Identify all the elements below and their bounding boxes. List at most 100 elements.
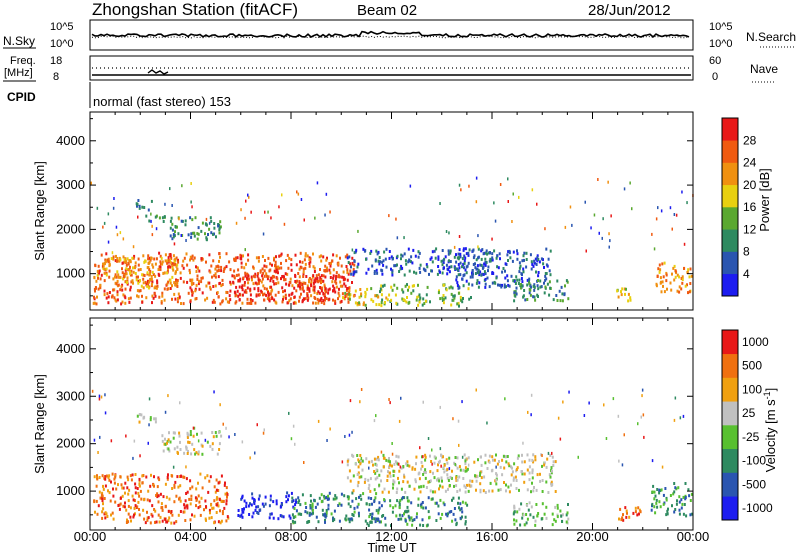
power-cell (231, 274, 234, 278)
power-cell (278, 254, 281, 258)
power-cell (196, 266, 199, 270)
power-cell (96, 269, 99, 273)
power-cell (241, 288, 244, 292)
power-cell (382, 284, 384, 288)
power-cell (674, 269, 677, 273)
power-cell (422, 267, 425, 271)
velocity-noise-cell (192, 426, 195, 430)
power-cell (346, 271, 349, 274)
velocity-cell (281, 503, 283, 507)
velocity-cell (173, 485, 176, 489)
power-cell (163, 215, 166, 219)
power-cell (514, 282, 517, 285)
velocity-cell (127, 478, 130, 482)
velocity-cell (429, 489, 432, 493)
power-cell (174, 283, 177, 287)
velocity-cell (521, 472, 524, 476)
velocity-cell (415, 462, 417, 466)
velocity-noise-cell (179, 401, 181, 405)
velocity-cell (673, 490, 676, 494)
velocity-cell (455, 521, 458, 525)
power-cell (193, 234, 196, 238)
power-cell (161, 262, 164, 266)
power-cell (669, 281, 672, 285)
power-noise-cell (475, 200, 478, 204)
power-cell (437, 257, 440, 261)
power-cell (673, 264, 676, 268)
velocity-cell (393, 462, 396, 466)
power-noise-cell (151, 224, 153, 228)
power-cell (332, 268, 335, 272)
power-cell (461, 257, 464, 261)
nsky-panel: N.Sky 10^5 10^0 10^5 10^0 N.Search (3, 19, 796, 51)
power-cell (135, 275, 138, 279)
velocity-cell (460, 507, 463, 511)
velocity-cell (142, 498, 145, 502)
power-cell (216, 291, 219, 295)
velocity-noise-cell (133, 439, 136, 443)
velocity-noise-cell (294, 442, 296, 446)
power-cell (158, 216, 161, 220)
power-cell (119, 288, 122, 292)
power-cell (511, 259, 514, 263)
velocity-cell (156, 492, 159, 496)
power-cell (442, 297, 445, 301)
velocity-colorbar-tick: -100 (742, 454, 766, 468)
power-cell (516, 252, 519, 256)
velocity-cell (550, 471, 553, 475)
velocity-cell (323, 494, 326, 498)
velocity-cell (172, 436, 175, 440)
power-cell (380, 304, 383, 308)
power-noise-cell (601, 236, 603, 240)
velocity-cell (127, 499, 130, 503)
power-cell (97, 287, 100, 291)
velocity-cell (220, 499, 223, 503)
power-cell (423, 302, 426, 305)
power-cell (666, 287, 668, 291)
power-cell (285, 259, 288, 263)
velocity-cell (327, 497, 330, 501)
power-cell (218, 231, 221, 235)
velocity-cell (262, 504, 265, 508)
power-cell (320, 296, 323, 300)
power-cell (467, 261, 470, 265)
velocity-cell (358, 460, 360, 464)
power-cell (250, 275, 253, 279)
power-cell (437, 291, 440, 295)
velocity-cell (136, 487, 139, 490)
power-cell (319, 298, 322, 302)
power-cell (325, 297, 328, 300)
velocity-cell (187, 433, 190, 437)
power-cell (169, 226, 172, 230)
power-cell (152, 296, 155, 300)
velocity-cell (373, 517, 376, 521)
power-cell (235, 273, 238, 277)
power-cell (405, 300, 408, 304)
velocity-cell (352, 514, 355, 517)
velocity-cell (445, 458, 448, 462)
power-cell (520, 283, 522, 286)
velocity-cell (554, 460, 557, 464)
velocity-cell (122, 486, 125, 490)
power-cell (480, 249, 483, 253)
velocity-cell (125, 508, 128, 512)
velocity-cell (115, 487, 118, 491)
velocity-cell (682, 512, 685, 516)
power-cell (123, 272, 126, 276)
velocity-cell (165, 495, 168, 499)
velocity-cell (672, 492, 675, 496)
power-cell (166, 261, 169, 265)
power-cell (182, 259, 185, 263)
velocity-cell (433, 461, 436, 465)
power-cell (447, 249, 450, 253)
power-noise-cell (610, 214, 612, 218)
velocity-cell (560, 514, 563, 518)
velocity-cell (337, 504, 340, 507)
velocity-noise-cell (91, 389, 94, 393)
power-cell (308, 289, 311, 293)
power-cell (174, 225, 177, 228)
power-cell (129, 271, 132, 275)
power-cell (525, 251, 528, 255)
power-cell (353, 263, 356, 267)
power-cell (306, 254, 309, 258)
